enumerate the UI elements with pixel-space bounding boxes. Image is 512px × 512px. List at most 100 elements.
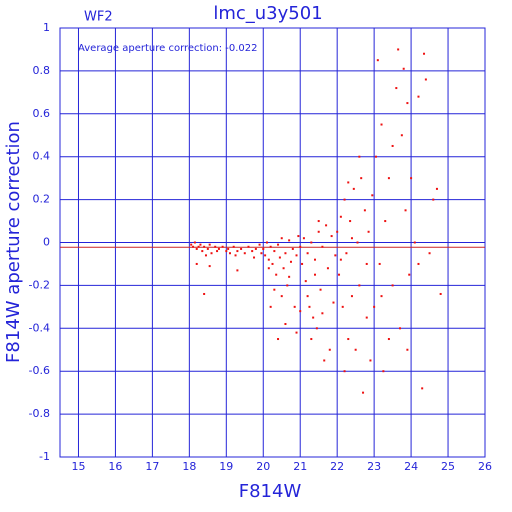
point — [293, 305, 296, 308]
point — [306, 252, 309, 255]
point — [267, 267, 270, 270]
y-axis-label: F814W aperture correction — [3, 121, 24, 363]
point — [343, 198, 346, 201]
x-tick-label: 25 — [441, 460, 455, 473]
point — [321, 245, 324, 248]
point — [201, 250, 204, 253]
point — [363, 209, 366, 212]
point — [275, 273, 278, 276]
point — [210, 252, 213, 255]
point — [240, 247, 243, 250]
point — [288, 239, 291, 242]
point — [404, 209, 407, 212]
x-tick-label: 17 — [145, 460, 159, 473]
point — [269, 245, 272, 248]
point — [332, 301, 335, 304]
x-tick-label: 22 — [330, 460, 344, 473]
y-tick-label: 0.6 — [33, 107, 51, 120]
x-tick-label: 23 — [367, 460, 381, 473]
point — [267, 258, 270, 261]
point — [406, 102, 409, 105]
point — [278, 256, 281, 259]
point — [195, 262, 198, 265]
point — [217, 247, 220, 250]
point — [284, 323, 287, 326]
point — [397, 48, 400, 51]
point — [264, 254, 267, 257]
point — [280, 295, 283, 298]
point — [214, 245, 217, 248]
point — [271, 262, 274, 265]
point — [291, 247, 294, 250]
point — [221, 245, 224, 248]
point — [314, 273, 316, 276]
point — [391, 144, 394, 147]
point — [350, 237, 353, 240]
point — [349, 220, 352, 223]
point — [400, 134, 403, 137]
point — [273, 288, 276, 291]
point — [406, 348, 409, 351]
point — [341, 305, 344, 308]
point — [199, 243, 202, 246]
point — [380, 295, 383, 298]
point — [269, 305, 272, 308]
point — [365, 316, 368, 319]
y-tick-label: 0.8 — [33, 64, 51, 77]
point — [229, 252, 231, 255]
point — [423, 52, 426, 55]
point — [365, 262, 368, 265]
point — [203, 292, 206, 295]
point — [197, 245, 200, 248]
point — [317, 220, 320, 223]
point — [312, 316, 315, 319]
point — [236, 269, 239, 272]
point — [301, 262, 304, 265]
x-tick-label: 15 — [71, 460, 85, 473]
x-tick-label: 18 — [182, 460, 196, 473]
y-tick-label: -0.6 — [29, 364, 50, 377]
point — [421, 387, 424, 390]
point — [330, 235, 333, 238]
point — [234, 254, 237, 257]
point — [362, 391, 365, 394]
point — [273, 250, 276, 253]
x-tick-label: 24 — [404, 460, 418, 473]
point — [192, 245, 195, 248]
point — [227, 247, 230, 250]
point — [336, 230, 339, 233]
point — [306, 295, 309, 298]
point — [277, 338, 280, 341]
point — [338, 273, 341, 276]
point — [282, 267, 285, 270]
point — [286, 284, 289, 287]
point — [435, 187, 438, 190]
point — [408, 273, 411, 276]
point — [356, 241, 359, 244]
point — [284, 252, 287, 255]
x-tick-label: 20 — [256, 460, 270, 473]
point — [347, 181, 350, 184]
point — [371, 194, 374, 197]
point — [262, 247, 265, 250]
point — [208, 243, 211, 246]
point — [208, 265, 211, 268]
point — [345, 252, 348, 255]
point — [190, 243, 193, 246]
y-tick-label: -0.4 — [29, 321, 50, 334]
point — [417, 95, 420, 98]
point — [369, 359, 372, 362]
point — [319, 288, 322, 291]
point — [216, 250, 219, 253]
annotation: Average aperture correction: -0.022 — [78, 43, 258, 54]
point — [193, 241, 196, 244]
point — [277, 243, 280, 246]
point — [321, 312, 324, 315]
y-tick-label: 0.4 — [33, 150, 51, 163]
point — [289, 260, 292, 263]
point — [304, 280, 307, 283]
point — [384, 220, 387, 223]
point — [378, 262, 381, 265]
point — [410, 177, 413, 180]
